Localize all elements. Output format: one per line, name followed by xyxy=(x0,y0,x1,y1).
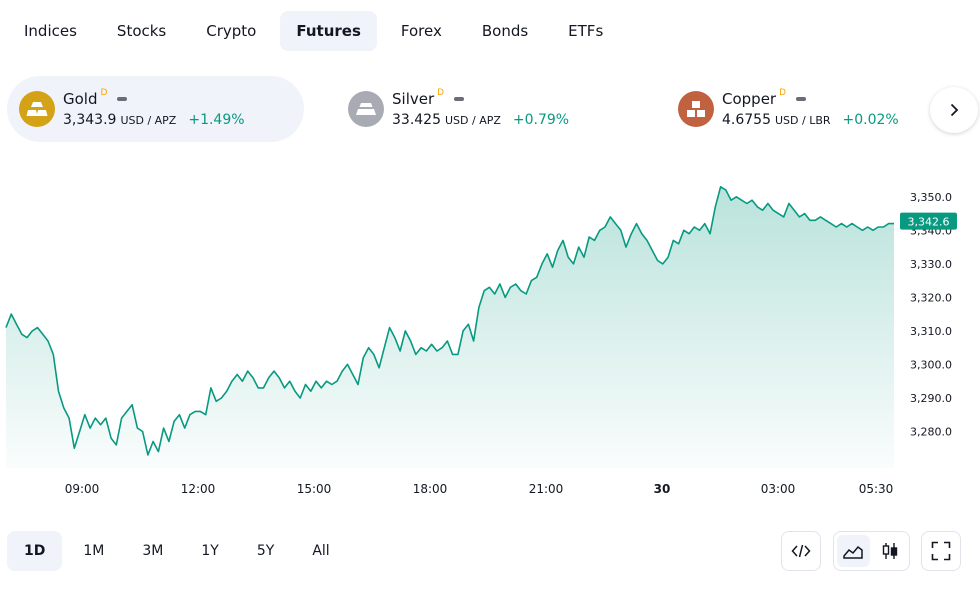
y-axis-tick-label: 3,290.0 xyxy=(910,392,952,405)
y-axis-tick-label: 3,320.0 xyxy=(910,291,952,304)
ticker-copper[interactable]: Copper D 4.6755 USD / LBR +0.02% xyxy=(666,76,926,142)
ticker-change: +0.79% xyxy=(512,112,570,128)
ticker-unit: USD / LBR xyxy=(775,114,831,127)
y-axis-tick-label: 3,310.0 xyxy=(910,325,952,338)
x-axis-tick-label: 09:00 xyxy=(65,482,100,496)
ticker-unit: USD / APZ xyxy=(445,114,501,127)
area-chart-icon xyxy=(843,545,863,559)
ticker-name: Gold xyxy=(63,90,98,108)
tab-forex[interactable]: Forex xyxy=(400,22,442,40)
range-3m[interactable]: 3M xyxy=(142,543,164,559)
ticker-silver[interactable]: Silver D 33.425 USD / APZ +0.79% xyxy=(336,76,606,142)
fullscreen-button[interactable] xyxy=(921,531,961,571)
ticker-name: Copper xyxy=(722,90,777,108)
embed-button[interactable] xyxy=(781,531,821,571)
chevron-right-icon xyxy=(950,103,959,117)
ticker-price: 33.425 xyxy=(392,112,441,128)
gold-bars-icon xyxy=(19,91,55,127)
tab-stocks[interactable]: Stocks xyxy=(116,22,167,40)
y-axis-tick-label: 3,330.0 xyxy=(910,258,952,271)
fullscreen-icon xyxy=(931,541,951,561)
x-axis-tick-label: 12:00 xyxy=(181,482,216,496)
x-axis-tick-label: 15:00 xyxy=(297,482,332,496)
x-axis-tick-label: 03:00 xyxy=(761,482,796,496)
price-line xyxy=(5,185,894,456)
x-axis-tick-label: 18:00 xyxy=(413,482,448,496)
market-status-icon xyxy=(117,97,128,101)
tab-bonds[interactable]: Bonds xyxy=(481,22,529,40)
y-axis-tick-label: 3,300.0 xyxy=(910,358,952,371)
y-axis-tick-label: 3,350.0 xyxy=(910,191,952,204)
x-axis-tick-label: 30 xyxy=(654,482,671,496)
tab-crypto[interactable]: Crypto xyxy=(206,22,257,40)
ticker-name: Silver xyxy=(392,90,435,108)
delayed-badge: D xyxy=(779,88,787,98)
x-axis-tick-label: 05:30 xyxy=(859,482,894,496)
range-1y[interactable]: 1Y xyxy=(201,543,219,559)
delayed-badge: D xyxy=(100,88,108,98)
candlestick-icon xyxy=(882,543,897,559)
silver-bars-icon xyxy=(348,91,384,127)
tab-etfs[interactable]: ETFs xyxy=(568,22,604,40)
asset-class-tabs: Indices Stocks Crypto Futures Forex Bond… xyxy=(8,11,627,51)
x-axis-tick-label: 21:00 xyxy=(529,482,564,496)
tab-indices[interactable]: Indices xyxy=(24,22,77,40)
range-1m[interactable]: 1M xyxy=(83,543,105,559)
ticker-change: +1.49% xyxy=(188,112,245,128)
time-range-selector: 1D 1M 3M 1Y 5Y All xyxy=(7,531,351,571)
code-embed-icon xyxy=(791,544,811,558)
range-5y[interactable]: 5Y xyxy=(256,543,275,559)
copper-blocks-icon xyxy=(678,91,714,127)
y-axis-tick-label: 3,280.0 xyxy=(910,426,952,439)
ticker-change: +0.02% xyxy=(842,112,899,128)
last-price-label: 3,342.6 xyxy=(908,216,950,229)
range-1d[interactable]: 1D xyxy=(7,531,63,571)
ticker-strip: Gold D 3,343.9 USD / APZ +1.49% Silver D… xyxy=(7,76,980,142)
ticker-price: 4.6755 xyxy=(722,112,771,128)
last-price-badge xyxy=(900,212,957,230)
chart-type-toggle xyxy=(833,531,910,571)
scroll-next-button[interactable] xyxy=(930,87,978,133)
price-chart[interactable]: 3,350.03,340.03,330.03,320.03,310.03,300… xyxy=(0,160,980,505)
tab-futures[interactable]: Futures xyxy=(280,11,377,51)
delayed-badge: D xyxy=(437,88,445,98)
ticker-price: 3,343.9 xyxy=(63,112,117,128)
range-all[interactable]: All xyxy=(312,543,330,559)
market-status-icon xyxy=(454,97,465,101)
ticker-unit: USD / APZ xyxy=(120,114,177,127)
area-chart-button[interactable] xyxy=(837,535,870,567)
market-status-icon xyxy=(796,97,807,101)
ticker-gold[interactable]: Gold D 3,343.9 USD / APZ +1.49% xyxy=(7,76,304,142)
candlestick-chart-button[interactable] xyxy=(874,535,907,567)
price-area-fill xyxy=(6,186,894,469)
